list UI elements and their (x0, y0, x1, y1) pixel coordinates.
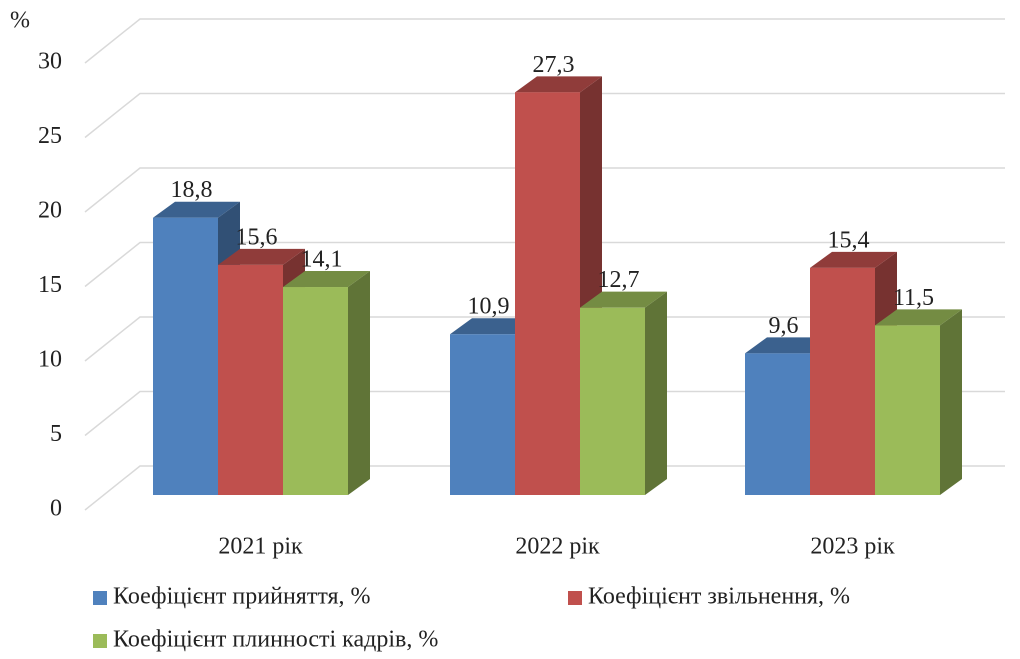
value-label: 9,6 (769, 313, 799, 339)
bar (515, 92, 580, 495)
value-label: 15,6 (236, 224, 278, 250)
bar (810, 267, 875, 495)
grid-line (84, 465, 1005, 511)
x-tick-label: 2022 рік (515, 534, 600, 560)
y-tick-label: 5 (50, 421, 62, 447)
y-tick-label: 25 (38, 123, 62, 149)
legend-swatch (93, 634, 107, 648)
bar (875, 325, 940, 495)
bar-side (348, 271, 370, 495)
y-tick-label: 0 (50, 496, 62, 522)
value-label: 11,5 (893, 285, 934, 311)
y-tick-label: 30 (38, 49, 62, 75)
bar (218, 264, 283, 495)
legend-swatch (568, 591, 582, 605)
legend-label: Коефіцієнт звільнення, % (588, 584, 850, 610)
x-tick-label: 2023 рік (810, 534, 895, 560)
value-label: 27,3 (533, 52, 575, 78)
bar-top (283, 271, 370, 288)
bar (153, 217, 218, 495)
grid-line (84, 18, 1005, 64)
bar-top (153, 201, 240, 218)
y-tick-label: 20 (38, 198, 62, 224)
legend-label: Коефіцієнт плинності кадрів, % (113, 627, 438, 653)
grid-line (84, 316, 1005, 362)
value-label: 15,4 (828, 227, 870, 253)
bar-side (645, 291, 667, 495)
bar-top (580, 291, 667, 308)
value-label: 14,1 (301, 247, 343, 273)
x-tick-label: 2021 рік (218, 534, 303, 560)
bar-side (940, 309, 962, 495)
value-label: 18,8 (171, 177, 213, 203)
grid-line (84, 167, 1005, 213)
bar (745, 353, 810, 495)
bar (283, 287, 348, 495)
bar-top (810, 251, 897, 268)
grid-line (84, 241, 1005, 288)
grid-line (84, 390, 1005, 437)
bar-top (218, 248, 305, 265)
legend-label: Коефіцієнт прийняття, % (113, 584, 371, 610)
bar (450, 334, 515, 495)
value-label: 10,9 (468, 294, 510, 320)
bar-top (875, 309, 962, 326)
bar-top (515, 76, 602, 93)
y-axis-label: % (10, 8, 30, 34)
value-label: 12,7 (598, 267, 640, 293)
grid-line (84, 92, 1005, 139)
bar (580, 307, 645, 495)
y-tick-label: 15 (38, 272, 62, 298)
legend-swatch (93, 591, 107, 605)
y-tick-label: 10 (38, 347, 62, 373)
